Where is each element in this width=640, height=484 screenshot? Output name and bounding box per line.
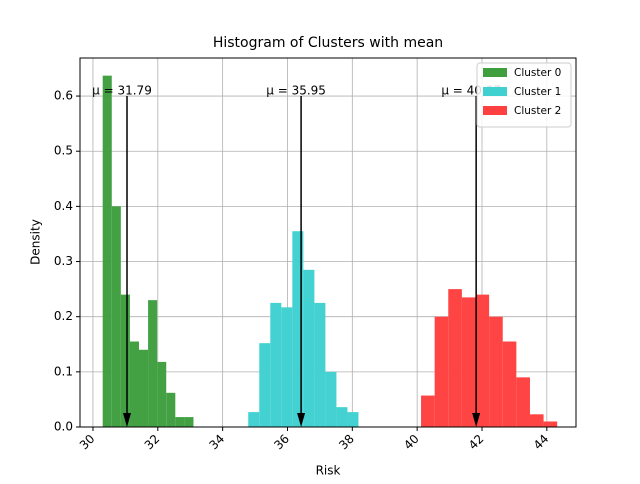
- histogram-bar: [448, 289, 462, 427]
- histogram-bar: [421, 395, 435, 427]
- histogram-bar: [248, 412, 260, 427]
- x-tick-label: 38: [336, 432, 357, 453]
- chart-title: Histogram of Clusters with mean: [213, 35, 443, 51]
- legend-label: Cluster 1: [514, 86, 561, 98]
- y-tick-label: 0.0: [54, 420, 73, 434]
- legend-swatch: [483, 68, 507, 77]
- histogram-bar: [303, 269, 315, 427]
- histogram-bar: [129, 341, 140, 427]
- legend-label: Cluster 0: [514, 67, 561, 79]
- y-tick-label: 0.5: [54, 144, 73, 158]
- x-tick-label: 44: [531, 432, 552, 453]
- x-tick-label: 32: [142, 432, 163, 453]
- histogram-bar: [461, 297, 476, 427]
- annotation-arrowhead: [123, 413, 132, 427]
- histogram-bar: [139, 349, 149, 427]
- x-tick-label: 36: [271, 432, 292, 453]
- annotation-text: μ = 35.95: [266, 84, 326, 98]
- histogram-bar: [543, 421, 558, 427]
- histogram-bar: [111, 206, 121, 427]
- histogram-bar: [314, 302, 326, 427]
- histogram-bar: [157, 361, 167, 427]
- histogram-bar: [502, 341, 517, 427]
- x-tick-label: 34: [207, 432, 228, 453]
- histogram-bar: [489, 316, 503, 427]
- histogram-bar: [120, 294, 130, 427]
- histogram-bar: [529, 414, 544, 427]
- histogram-bar: [184, 417, 194, 427]
- histogram-bar: [325, 371, 337, 427]
- legend-swatch: [483, 106, 507, 115]
- y-tick-label: 0.2: [54, 309, 73, 323]
- histogram-bar: [270, 302, 282, 427]
- y-tick-label: 0.6: [54, 89, 73, 103]
- y-tick-label: 0.3: [54, 254, 73, 268]
- histogram-bar: [175, 417, 185, 427]
- histogram-bar: [475, 294, 490, 427]
- histogram-bar: [336, 407, 348, 427]
- histogram-bar: [166, 392, 176, 427]
- annotation-arrowhead: [297, 413, 306, 427]
- histogram-bar: [516, 377, 530, 427]
- x-axis-label: Risk: [316, 464, 341, 478]
- x-tick-label: 42: [466, 432, 487, 453]
- x-tick-label: 30: [77, 432, 98, 453]
- y-tick-label: 0.4: [54, 199, 73, 213]
- legend-label: Cluster 2: [514, 105, 561, 117]
- plot-frame: [79, 57, 577, 428]
- y-tick-label: 0.1: [54, 364, 73, 378]
- histogram-bar: [148, 300, 158, 427]
- annotation-text: μ = 31.79: [92, 84, 152, 98]
- histogram-bar: [347, 412, 359, 427]
- x-tick-label: 40: [401, 432, 422, 453]
- annotation-arrowhead: [472, 413, 481, 427]
- histogram-bar: [292, 231, 304, 427]
- histogram-bar: [434, 316, 449, 427]
- y-axis-label: Density: [29, 219, 43, 265]
- histogram-bar: [102, 75, 112, 428]
- legend-swatch: [483, 87, 507, 96]
- histogram-bar: [281, 307, 293, 427]
- histogram-bar: [259, 343, 271, 427]
